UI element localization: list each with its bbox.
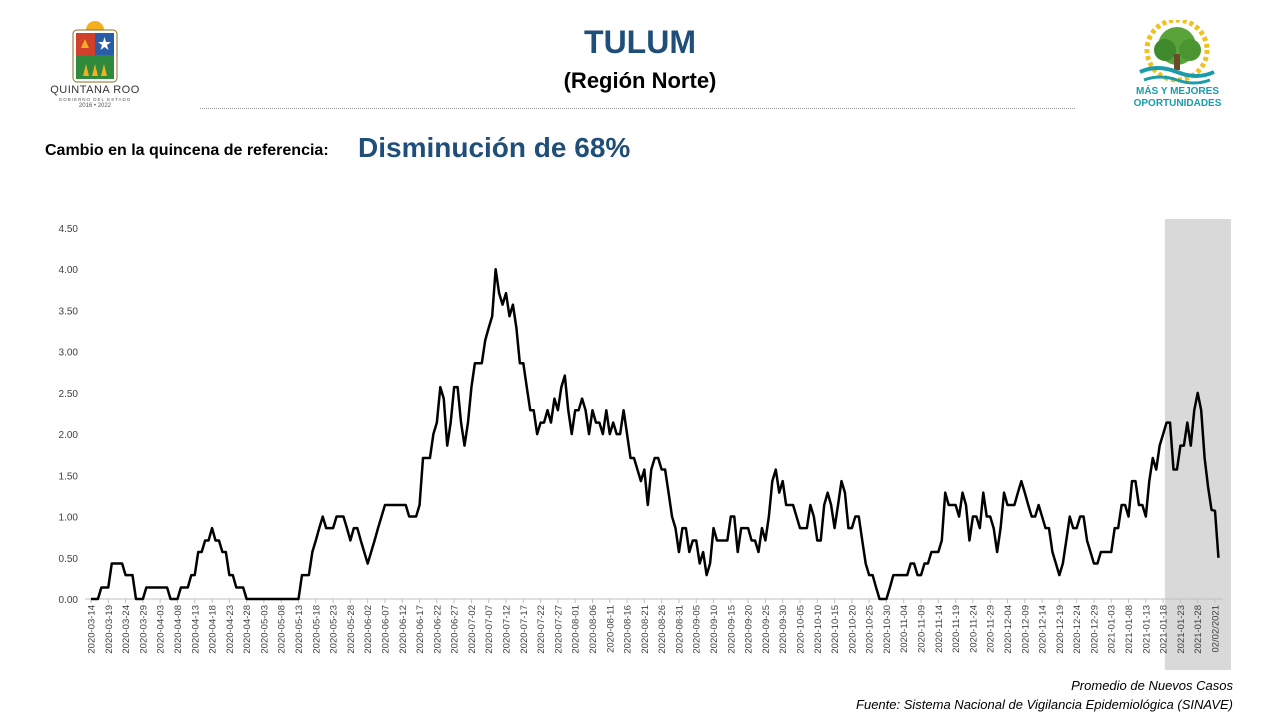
x-tick-label: 2020-04-18	[208, 605, 219, 654]
y-tick-label: 2.00	[59, 430, 79, 441]
x-tick-label: 2020-08-01	[571, 605, 582, 654]
x-tick-label: 2020-03-19	[104, 605, 115, 654]
x-tick-label: 2020-10-10	[813, 605, 824, 654]
x-tick-label: 2020-04-13	[190, 605, 201, 654]
x-tick-label: 2020-11-14	[934, 605, 945, 653]
x-tick-label: 2020-05-08	[277, 605, 288, 654]
y-tick-label: 1.00	[59, 513, 79, 524]
x-tick-label: 2020-07-07	[484, 605, 495, 654]
x-tick-label: 2021-01-08	[1124, 605, 1135, 654]
x-tick-label: 2020-04-23	[225, 605, 236, 654]
x-tick-label: 2020-06-07	[380, 605, 391, 654]
x-tick-label: 2020-06-17	[415, 605, 426, 654]
x-tick-label: 2020-05-28	[346, 605, 357, 654]
x-tick-label: 2020-10-25	[865, 605, 876, 654]
x-tick-label: 02/02/2021	[1211, 605, 1222, 653]
org-name: QUINTANA ROO	[50, 84, 140, 96]
x-tick-label: 2020-08-06	[588, 605, 599, 654]
series-line	[91, 267, 1220, 601]
x-tick-label: 2021-01-03	[1107, 605, 1118, 654]
x-tick-label: 2020-06-12	[398, 605, 409, 654]
x-tick-label: 2020-08-16	[623, 605, 634, 654]
x-tick-label: 2020-09-15	[726, 605, 737, 654]
x-tick-label: 2020-04-28	[242, 605, 253, 654]
x-tick-label: 2020-11-04	[899, 605, 910, 653]
x-tick-label: 2020-08-11	[605, 605, 616, 653]
page-subtitle: (Región Norte)	[563, 68, 717, 93]
y-tick-label: 4.50	[59, 224, 79, 235]
x-tick-label: 2021-01-18	[1159, 605, 1170, 654]
y-tick-label: 3.50	[59, 306, 79, 317]
x-tick-label: 2020-04-03	[156, 605, 167, 654]
x-tick-label: 2020-10-05	[795, 605, 806, 654]
x-tick-label: 2020-12-29	[1089, 605, 1100, 654]
x-tick-label: 2020-11-24	[968, 605, 979, 653]
x-tick-label: 2020-09-05	[692, 605, 703, 654]
x-tick-label: 2021-01-13	[1141, 605, 1152, 654]
oportunidades-logo: MÁS Y MEJORES OPORTUNIDADES	[1120, 20, 1235, 115]
y-tick-label: 0.00	[59, 595, 79, 606]
x-tick-label: 2021-01-28	[1193, 605, 1204, 654]
header-divider	[200, 108, 1075, 109]
x-tick-label: 2020-10-15	[830, 605, 841, 654]
y-tick-label: 4.00	[59, 265, 79, 276]
x-tick-label: 2020-07-22	[536, 605, 547, 654]
x-tick-label: 2020-09-20	[744, 605, 755, 654]
reference-value: Disminución de 68%	[358, 132, 631, 163]
x-tick-label: 2020-03-29	[138, 605, 149, 654]
x-tick-label: 2020-03-24	[121, 605, 132, 654]
coat-of-arms-icon	[72, 21, 118, 83]
x-tick-label: 2020-12-24	[1072, 605, 1083, 654]
x-tick-label: 2020-07-02	[467, 605, 478, 654]
x-tick-label: 2020-11-29	[986, 605, 997, 653]
slogan-line2: OPORTUNIDADES	[1133, 98, 1222, 109]
x-tick-label: 2020-07-12	[502, 605, 513, 654]
cases-line-chart: 0.00 0.50 1.00 1.50 2.00 2.50 3.00 3.50 4.00 4.50…	[59, 219, 1231, 670]
x-axis: 2020-03-14 2020-03-19 2020-03-24 2020-03-29…	[87, 599, 1222, 654]
org-gob-text: GOBIERNO DEL ESTADO	[58, 97, 132, 102]
org-years: 2016 • 2022	[78, 103, 112, 109]
x-tick-label: 2020-03-14	[87, 605, 98, 654]
y-axis: 0.00 0.50 1.00 1.50 2.00 2.50 3.00 3.50 4.00 4.50	[59, 224, 79, 606]
y-tick-label: 0.50	[59, 554, 79, 565]
page-title: TULUM	[584, 24, 696, 60]
x-tick-label: 2020-12-04	[1003, 605, 1014, 654]
x-tick-label: 2020-10-30	[882, 605, 893, 654]
x-tick-label: 2020-09-10	[709, 605, 720, 654]
x-tick-label: 2020-05-03	[259, 605, 270, 654]
quintana-roo-logo: QUINTANA ROO GOBIERNO DEL ESTADO 2016 • …	[40, 20, 150, 112]
x-tick-label: 2020-08-21	[640, 605, 651, 654]
x-tick-label: 2021-01-23	[1176, 605, 1187, 654]
x-tick-label: 2020-11-09	[917, 605, 928, 653]
x-tick-label: 2020-10-20	[847, 605, 858, 654]
x-tick-label: 2020-05-23	[329, 605, 340, 654]
shaded-region	[1164, 219, 1231, 670]
x-tick-label: 2020-04-08	[173, 605, 184, 654]
x-tick-label: 2020-06-02	[363, 605, 374, 654]
tree-icon	[1139, 20, 1215, 85]
x-tick-label: 2020-12-14	[1038, 605, 1049, 654]
slogan-line1: MÁS Y MEJORES	[1136, 86, 1219, 97]
x-tick-label: 2020-08-26	[657, 605, 668, 654]
x-tick-label: 2020-09-25	[761, 605, 772, 654]
x-tick-label: 2020-05-18	[311, 605, 322, 654]
y-tick-label: 3.00	[59, 348, 79, 359]
x-tick-label: 2020-09-30	[778, 605, 789, 654]
y-tick-label: 1.50	[59, 471, 79, 482]
x-tick-label: 2020-12-09	[1020, 605, 1031, 654]
x-tick-label: 2020-07-17	[519, 605, 530, 654]
x-tick-label: 2020-11-19	[951, 605, 962, 653]
source-note: Fuente: Sistema Nacional de Vigilancia E…	[856, 697, 1233, 712]
x-tick-label: 2020-12-19	[1055, 605, 1066, 654]
y-tick-label: 2.50	[59, 389, 79, 400]
reference-label: Cambio en la quincena de referencia:	[45, 142, 329, 159]
x-tick-label: 2020-08-31	[674, 605, 685, 654]
x-tick-label: 2020-06-27	[450, 605, 461, 654]
x-tick-label: 2020-05-13	[294, 605, 305, 654]
x-tick-label: 2020-07-27	[553, 605, 564, 654]
x-tick-label: 2020-06-22	[432, 605, 443, 654]
series-label: Promedio de Nuevos Casos	[1071, 678, 1233, 693]
